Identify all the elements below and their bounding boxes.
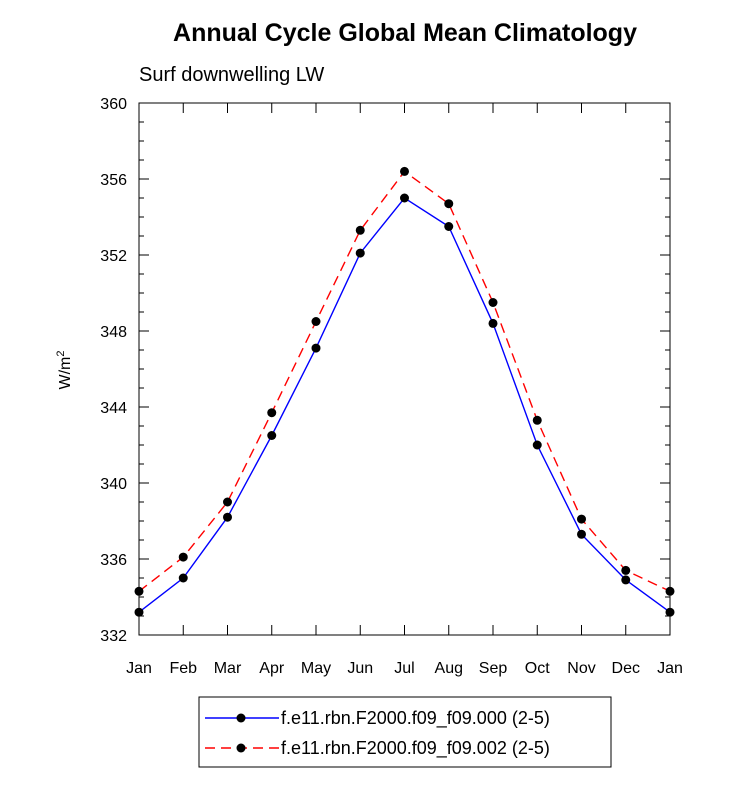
data-point <box>134 586 144 596</box>
y-tick-label: 332 <box>100 628 127 645</box>
data-point <box>400 166 409 176</box>
data-point <box>621 575 631 585</box>
data-point <box>444 222 454 231</box>
data-point <box>355 248 365 258</box>
legend-label: f.e11.rbn.F2000.f09_f09.002 (2-5) <box>281 738 550 759</box>
data-point <box>355 225 365 235</box>
y-tick-label: 348 <box>100 324 127 341</box>
data-point <box>178 573 188 583</box>
data-point <box>488 298 498 307</box>
data-point <box>223 497 232 507</box>
data-point <box>311 343 321 353</box>
axes: Jan Feb Mar Apr May Jun Jul Aug Sep Oct Nov Dec Jan 3… <box>100 96 683 677</box>
data-point <box>178 552 188 562</box>
data-point <box>134 607 144 617</box>
y-tick-label: 352 <box>100 248 127 265</box>
x-tick-label: Aug <box>435 660 463 677</box>
x-tick-label: Jul <box>394 660 414 677</box>
data-point <box>532 415 542 425</box>
legend-marker <box>236 713 246 723</box>
series-layer <box>134 166 675 617</box>
data-point <box>223 512 232 522</box>
y-tick-label: 344 <box>100 400 127 417</box>
y-axis-label: W/m2 <box>55 351 74 390</box>
x-tick-label: Apr <box>259 660 285 677</box>
x-tick-label: Sep <box>479 660 508 677</box>
y-tick-label: 356 <box>100 172 127 189</box>
data-point <box>532 440 542 450</box>
plot-frame <box>138 102 671 636</box>
x-tick-label: Jan <box>126 660 152 677</box>
data-point <box>577 529 586 539</box>
data-point <box>665 607 675 617</box>
legend: f.e11.rbn.F2000.f09_f09.000 (2-5) f.e11.r… <box>198 696 612 768</box>
data-point <box>488 318 498 328</box>
data-point <box>621 565 631 575</box>
x-tick-label: Feb <box>169 660 197 677</box>
series-line <box>138 197 671 613</box>
data-point <box>665 586 675 596</box>
data-point <box>267 408 277 418</box>
y-tick-label: 360 <box>100 96 127 113</box>
x-tick-label: Jan <box>657 660 683 677</box>
legend-box <box>198 696 612 768</box>
series-1 <box>134 193 675 617</box>
data-point <box>577 514 586 524</box>
y-tick-label: 336 <box>100 552 127 569</box>
chart-subtitle: Surf downwelling LW <box>139 64 324 86</box>
x-tick-label: Nov <box>567 660 595 677</box>
data-point <box>400 193 409 203</box>
x-tick-label: May <box>301 660 331 677</box>
legend-marker <box>236 743 246 753</box>
x-tick-label: Oct <box>525 660 550 677</box>
data-point <box>444 199 454 209</box>
chart-title: Annual Cycle Global Mean Climatology <box>173 19 637 47</box>
data-point <box>311 317 321 326</box>
series-2 <box>134 166 675 596</box>
data-point <box>267 431 277 440</box>
x-tick-label: Jun <box>347 660 373 677</box>
legend-label: f.e11.rbn.F2000.f09_f09.000 (2-5) <box>281 708 550 729</box>
x-tick-label: Mar <box>214 660 242 677</box>
x-tick-label: Dec <box>612 660 640 677</box>
y-tick-label: 340 <box>100 476 127 493</box>
